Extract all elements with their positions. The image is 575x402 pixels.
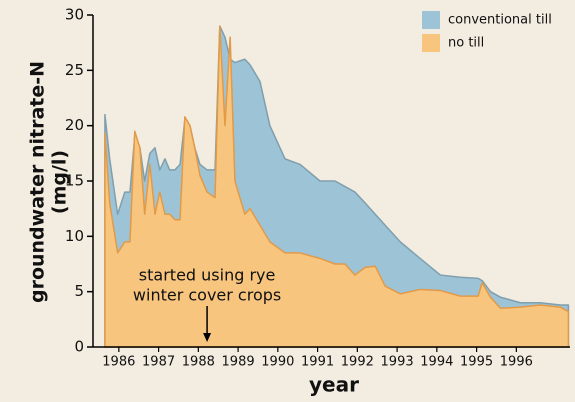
y-tick-label: 10 bbox=[65, 227, 84, 245]
area bbox=[104, 25, 570, 348]
legend-label: no till bbox=[448, 36, 484, 51]
x-tick-label: 1995 bbox=[460, 355, 493, 370]
y-tick-label: 5 bbox=[74, 282, 84, 300]
x-tick-label: 1991 bbox=[301, 355, 334, 370]
y-tick-label: 20 bbox=[65, 116, 84, 134]
y-tick-label: 15 bbox=[65, 172, 84, 190]
annotation: started using rye bbox=[139, 266, 276, 285]
legend-label: conventional till bbox=[448, 13, 552, 28]
x-axis-title: year bbox=[309, 373, 359, 397]
x-tick-label: 1992 bbox=[341, 355, 374, 370]
annotation: winter cover crops bbox=[133, 286, 281, 305]
x-tick-label: 1988 bbox=[182, 355, 215, 370]
x-tick-label: 1996 bbox=[500, 355, 533, 370]
y-axis-title: groundwater nitrate-N (mg/l) bbox=[27, 61, 71, 303]
y-tick-label: 30 bbox=[65, 6, 84, 24]
legend-swatch bbox=[422, 11, 440, 29]
x-tick-label: 1994 bbox=[420, 355, 453, 370]
y-axis-title-line: (mg/l) bbox=[49, 150, 71, 214]
y-tick-label: 25 bbox=[65, 61, 84, 79]
y-tick-label: 0 bbox=[74, 338, 84, 356]
y-axis-title-line: groundwater nitrate-N bbox=[27, 61, 49, 303]
legend-swatch bbox=[422, 34, 440, 52]
x-tick-label: 1987 bbox=[142, 355, 175, 370]
x-tick-label: 1993 bbox=[381, 355, 414, 370]
x-tick-label: 1986 bbox=[102, 355, 135, 370]
x-tick-label: 1990 bbox=[261, 355, 294, 370]
annotation-arrowhead bbox=[203, 333, 212, 342]
x-tick-label: 1989 bbox=[222, 355, 255, 370]
